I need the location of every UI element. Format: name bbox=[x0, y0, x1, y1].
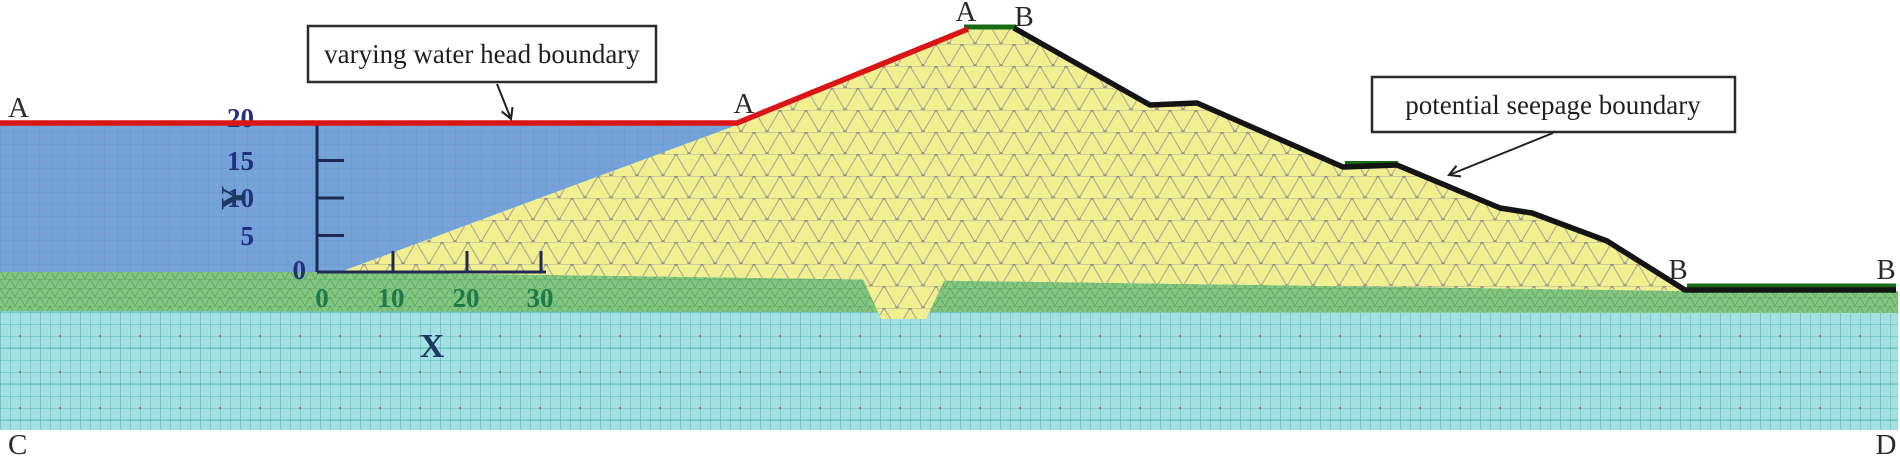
varying-water-head-line bbox=[0, 26, 970, 126]
x-tick-20: 20 bbox=[453, 283, 480, 313]
foundation-layer bbox=[0, 310, 1898, 430]
x-axis-ticks bbox=[391, 251, 543, 272]
varying-head-callout-arrow bbox=[496, 83, 514, 122]
point-a-top-left: A bbox=[8, 92, 29, 124]
boundary-point-labels: A A A B B B C D bbox=[8, 0, 1896, 459]
cutoff-trench bbox=[863, 279, 945, 319]
point-c-bottom-left: C bbox=[8, 429, 27, 459]
y-tick-20: 20 bbox=[227, 103, 254, 133]
embankment-body bbox=[340, 28, 1685, 291]
y-tick-labels: 20 15 10 5 0 bbox=[227, 103, 306, 285]
x-tick-labels: 0 10 20 30 bbox=[315, 283, 553, 313]
point-a-waterline: A bbox=[734, 88, 755, 120]
x-axis-title: X bbox=[420, 328, 445, 365]
point-d-bottom-right: D bbox=[1876, 429, 1897, 459]
y-tick-15: 15 bbox=[227, 146, 254, 176]
x-tick-0: 0 bbox=[315, 283, 329, 313]
point-b-right: B bbox=[1876, 254, 1895, 286]
y-tick-5: 5 bbox=[241, 221, 255, 251]
reservoir-water bbox=[0, 125, 737, 272]
y-axis-title: Y bbox=[215, 186, 252, 211]
seepage-callout-arrow bbox=[1446, 132, 1554, 178]
y-tick-10: 10 bbox=[227, 183, 254, 213]
blanket-layer bbox=[0, 272, 1898, 313]
point-a-crest: A bbox=[956, 0, 977, 28]
axes bbox=[315, 124, 546, 274]
point-b-crest: B bbox=[1014, 1, 1033, 33]
x-tick-10: 10 bbox=[378, 283, 405, 313]
potential-seepage-line bbox=[1012, 25, 1896, 293]
seepage-callout: potential seepage boundary bbox=[1370, 75, 1737, 178]
varying-head-callout-label: varying water head boundary bbox=[324, 39, 640, 69]
varying-head-callout: varying water head boundary bbox=[306, 24, 658, 122]
x-tick-30: 30 bbox=[527, 283, 554, 313]
varying-head-callout-box bbox=[306, 24, 658, 84]
y-axis-ticks bbox=[317, 159, 344, 237]
seepage-callout-label: potential seepage boundary bbox=[1405, 90, 1701, 120]
y-tick-0: 0 bbox=[293, 255, 307, 285]
seepage-callout-box bbox=[1370, 75, 1737, 134]
point-b-toe: B bbox=[1668, 254, 1687, 286]
